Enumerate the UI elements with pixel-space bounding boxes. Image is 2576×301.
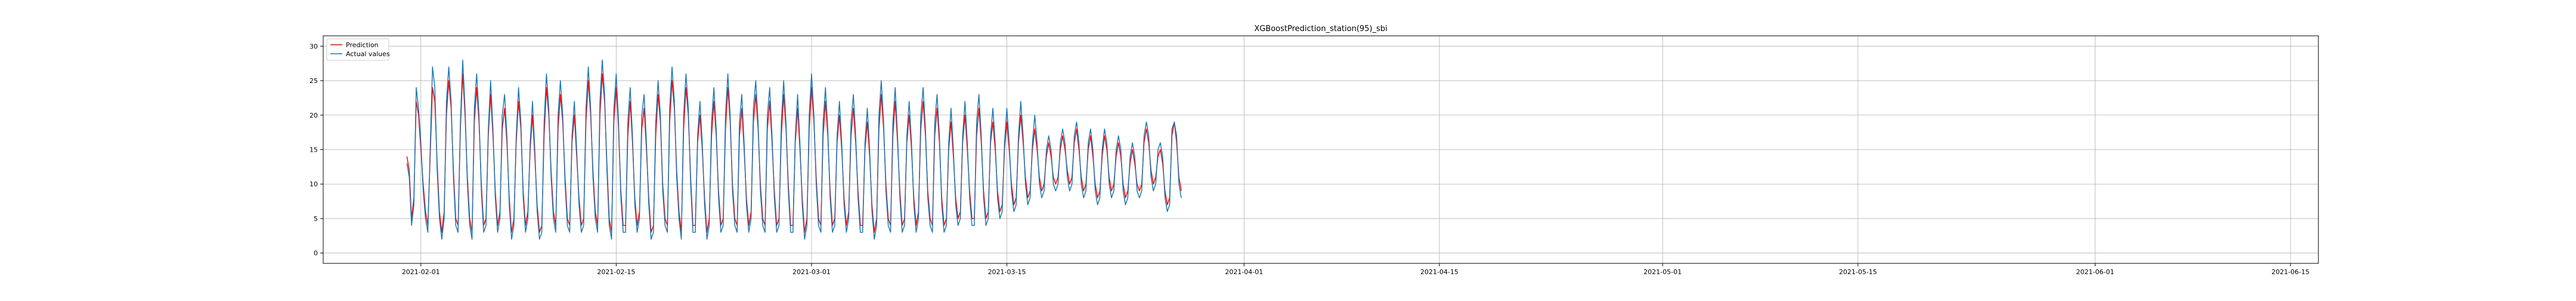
series-line-actual — [406, 59, 1182, 240]
x-tick-label: 2021-05-15 — [1839, 268, 1877, 276]
x-axis: 2021-02-01 2021-02-15 2021-03-01 2021-03-15… — [402, 263, 2309, 276]
series-line-prediction — [406, 73, 1182, 233]
x-tick-label: 2021-02-01 — [402, 268, 440, 276]
legend-label-actual: Actual values — [346, 50, 390, 58]
legend-box — [326, 38, 389, 61]
y-tick-label: 10 — [309, 180, 318, 188]
grid — [323, 36, 2318, 263]
x-tick-label: 2021-05-01 — [1643, 268, 1682, 276]
y-axis: 0 5 10 15 20 25 30 — [309, 42, 323, 257]
x-tick-label: 2021-06-15 — [2271, 268, 2309, 276]
x-tick-label: 2021-02-15 — [597, 268, 635, 276]
x-tick-label: 2021-04-01 — [1225, 268, 1263, 276]
chart-title: XGBoostPrediction_station(95)_sbi — [1254, 24, 1387, 33]
x-tick-label: 2021-03-15 — [988, 268, 1026, 276]
legend: Prediction Actual values — [326, 38, 390, 61]
y-tick-label: 30 — [309, 42, 318, 50]
x-tick-label: 2021-04-15 — [1420, 268, 1459, 276]
series-layer — [406, 59, 1182, 240]
legend-label-prediction: Prediction — [346, 41, 379, 49]
x-tick-label: 2021-03-01 — [792, 268, 831, 276]
y-tick-label: 20 — [309, 112, 318, 119]
y-tick-label: 0 — [314, 250, 318, 257]
y-tick-label: 5 — [314, 215, 318, 223]
y-tick-label: 25 — [309, 77, 318, 85]
x-tick-label: 2021-06-01 — [2076, 268, 2114, 276]
y-tick-label: 15 — [309, 146, 318, 154]
